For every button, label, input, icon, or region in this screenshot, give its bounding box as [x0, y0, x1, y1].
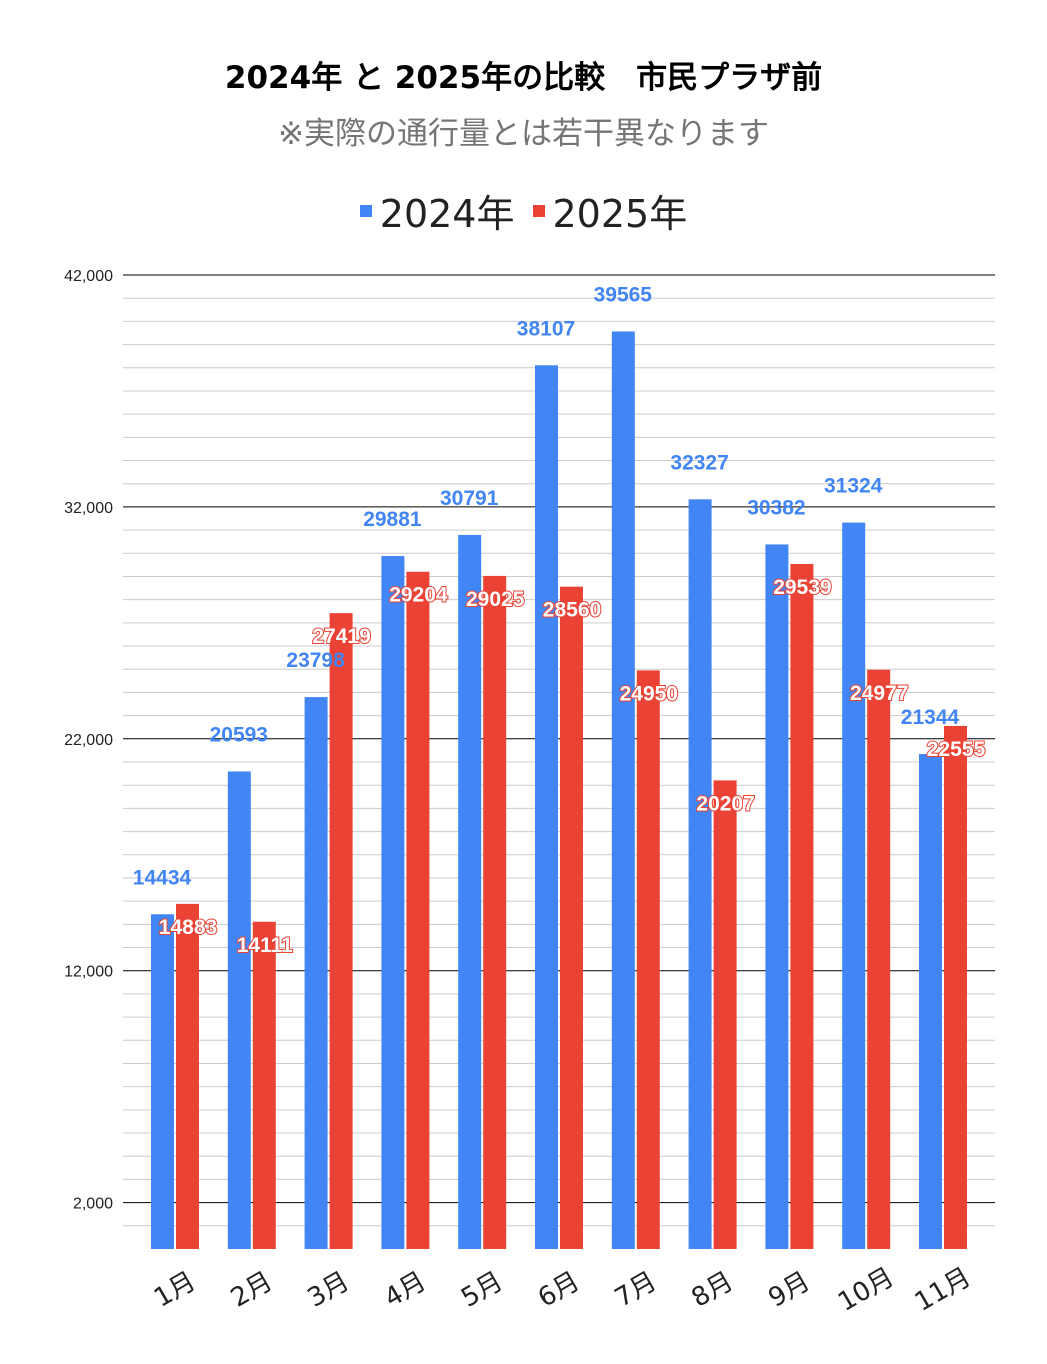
data-label-2025: 24950	[620, 682, 678, 705]
y-tick-label: 32,000	[64, 500, 113, 517]
bar-2025	[483, 575, 507, 1249]
data-label-2024: 39565	[594, 283, 653, 306]
x-tick-label: 11月	[910, 1262, 976, 1318]
y-tick-label: 42,000	[64, 268, 113, 285]
data-label-2025: 29204	[389, 584, 448, 607]
bar-2024	[535, 365, 558, 1249]
bar-2024	[151, 914, 174, 1249]
y-tick-label: 12,000	[64, 964, 113, 981]
bar-2025	[406, 571, 430, 1249]
data-label-2025: 22555	[927, 738, 986, 761]
y-tick-label: 22,000	[64, 732, 113, 749]
x-tick-label: 4月	[379, 1266, 431, 1313]
bar-2025	[329, 613, 353, 1249]
legend: 2024年 2025年	[0, 183, 1047, 238]
data-label-2024: 32327	[670, 451, 728, 474]
bar-2024	[611, 331, 635, 1249]
data-label-2024: 29881	[363, 508, 422, 531]
legend-label-2025: 2025年	[552, 192, 688, 236]
bar-2024	[842, 522, 866, 1249]
chart-subtitle: ※実際の通行量とは若干異なります	[278, 116, 769, 152]
bar-2025	[790, 563, 814, 1249]
chart-title: 2024年 と 2025年の比較 市民プラザ前	[224, 60, 823, 96]
x-tick-label: 7月	[610, 1266, 662, 1313]
data-label-2024: 14434	[133, 866, 192, 889]
bar-2024	[304, 697, 328, 1249]
data-label-2024: 21344	[901, 706, 960, 729]
bar-2024	[458, 534, 482, 1249]
bar-2024	[381, 556, 405, 1249]
data-label-2025: 27419	[312, 625, 370, 648]
x-tick-label: 2月	[226, 1266, 278, 1313]
data-label-2025: 14111	[237, 934, 293, 957]
legend-swatch-2024	[359, 204, 372, 217]
data-label-2024: 30382	[747, 496, 805, 519]
legend-item-2024: 2024年	[359, 183, 515, 238]
bar-2024	[688, 499, 712, 1249]
data-label-2024: 31324	[824, 475, 883, 498]
bar-2025	[252, 921, 276, 1249]
data-label-2025: 20207	[696, 792, 754, 815]
data-label-2025: 29025	[466, 588, 525, 611]
data-label-2024: 30791	[440, 487, 499, 510]
legend-item-2025: 2025年	[532, 183, 688, 238]
y-tick-label: 2,000	[73, 1196, 113, 1213]
x-tick-label: 5月	[456, 1266, 508, 1313]
bar-2024	[919, 754, 942, 1249]
bar-2024	[765, 544, 789, 1249]
data-label-2025: 14883	[159, 916, 217, 939]
bar-2025	[636, 670, 660, 1249]
x-tick-label: 9月	[763, 1266, 815, 1313]
x-tick-label: 10月	[833, 1262, 899, 1318]
data-label-2024: 20593	[210, 723, 268, 746]
bar-2025	[560, 586, 583, 1249]
x-tick-label: 6月	[533, 1266, 585, 1313]
x-tick-label: 8月	[687, 1266, 739, 1313]
bar-2024	[227, 771, 251, 1249]
data-label-2025: 28560	[543, 599, 601, 622]
data-label-2024: 23798	[286, 649, 345, 672]
data-label-2025: 29539	[773, 576, 831, 599]
bar-2025	[944, 725, 967, 1249]
data-label-2025: 24977	[850, 682, 908, 705]
bar-2025	[713, 780, 737, 1249]
data-label-2024: 38107	[517, 317, 575, 340]
legend-label-2024: 2024年	[379, 192, 515, 236]
x-tick-label: 3月	[303, 1266, 355, 1313]
legend-swatch-2025	[532, 204, 545, 217]
bar-2025	[176, 903, 199, 1249]
x-tick-label: 1月	[149, 1266, 201, 1313]
bar-2025	[867, 669, 891, 1249]
